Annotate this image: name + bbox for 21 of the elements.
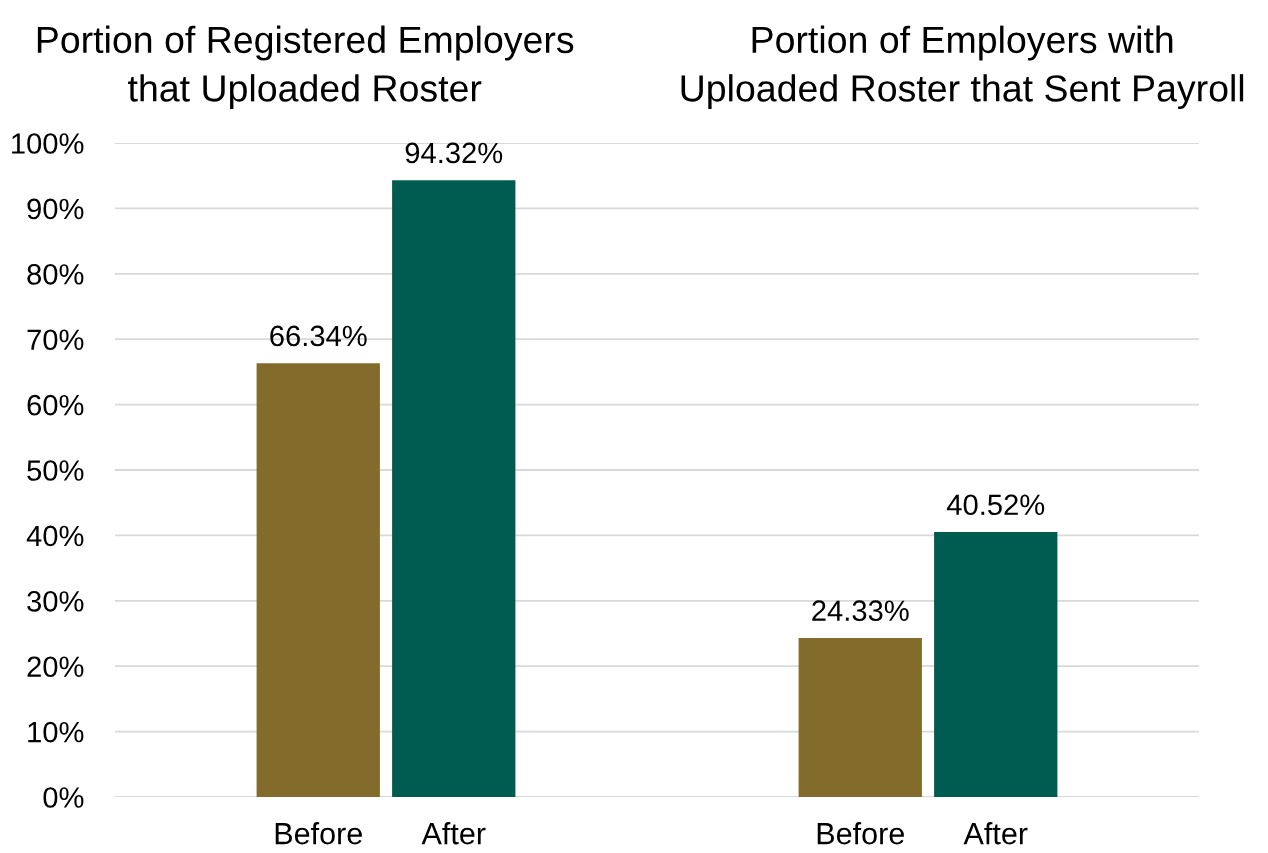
x-tick-label: After bbox=[963, 822, 1028, 845]
y-tick-label: 90% bbox=[27, 198, 84, 220]
y-tick-label: 100% bbox=[12, 133, 84, 154]
x-tick-label: Before bbox=[817, 822, 904, 845]
y-tick-label: 10% bbox=[28, 721, 84, 743]
chart-title: Portion of Employers with Uploaded Roster that Sent Payroll bbox=[681, 25, 1244, 110]
chart-title: Portion of Registered Employers that Uploaded Roster bbox=[37, 25, 574, 110]
x-tick-label: Before bbox=[275, 822, 362, 845]
y-tick-label: 80% bbox=[27, 264, 84, 285]
x-tick-label: After bbox=[421, 822, 486, 845]
y-tick-label: 40% bbox=[26, 525, 84, 547]
y-tick-label: 50% bbox=[27, 460, 84, 481]
y-tick-label: 0% bbox=[43, 787, 84, 808]
y-tick-label: 30% bbox=[27, 591, 84, 612]
data-label: 66.34% bbox=[270, 325, 367, 347]
data-label: 40.52% bbox=[946, 494, 1045, 516]
y-tick-label: 70% bbox=[27, 329, 84, 351]
data-label: 24.33% bbox=[812, 600, 909, 622]
y-tick-label: 60% bbox=[27, 394, 84, 416]
y-tick-label: 20% bbox=[27, 656, 84, 678]
data-label: 94.32% bbox=[405, 142, 503, 164]
